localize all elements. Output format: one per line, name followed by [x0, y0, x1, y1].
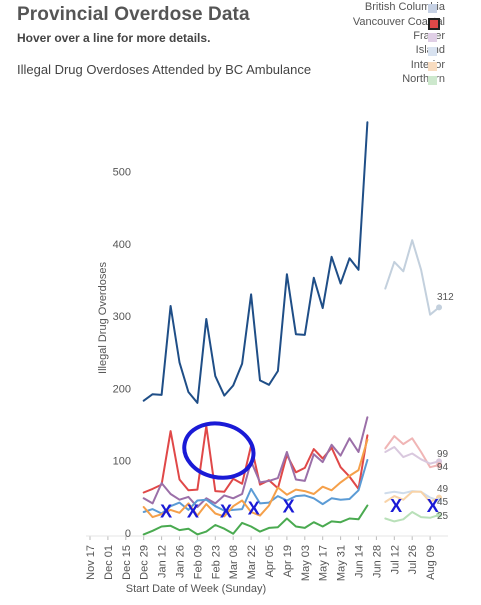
end-point	[436, 511, 443, 518]
y-tick-label: 300	[113, 311, 131, 323]
y-tick-label: 0	[125, 528, 131, 540]
x-tick-label: Feb 09	[192, 545, 204, 579]
series-line	[384, 511, 440, 523]
y-tick-label: 400	[113, 239, 131, 251]
series-line	[142, 459, 369, 515]
annotation-x-marker: X	[160, 502, 172, 522]
page-subtitle: Hover over a line for more details.	[17, 31, 211, 45]
legend-swatch[interactable]	[428, 33, 437, 42]
x-tick-label: May 03	[300, 545, 312, 581]
annotation-x-marker: X	[390, 496, 402, 516]
legend-swatch[interactable]	[428, 47, 437, 56]
annotation-x-marker: X	[427, 496, 439, 516]
x-axis-title: Start Date of Week (Sunday)	[126, 583, 266, 595]
x-tick-label: Mar 08	[228, 545, 240, 579]
x-tick-label: Feb 23	[210, 545, 222, 579]
x-tick-label: May 17	[318, 545, 330, 581]
end-value-label: 99	[437, 449, 449, 460]
series-line	[384, 490, 440, 503]
series-line	[142, 121, 369, 404]
series-line	[384, 239, 440, 316]
series-line	[384, 435, 440, 469]
chart-title: Illegal Drug Overdoses Attended by BC Am…	[17, 62, 312, 77]
chart-labels: 0 100 200 300 400 500 Illegal Drug Overdoses No…	[85, 167, 454, 596]
end-value-label: 49	[437, 484, 449, 495]
legend-swatch[interactable]	[428, 62, 437, 71]
x-tick-label: May 31	[336, 545, 348, 581]
end-point	[436, 497, 443, 504]
legend-label-british-columbia[interactable]: British Columbia	[364, 1, 445, 13]
series-line	[142, 425, 369, 494]
y-tick-label: 200	[113, 383, 131, 395]
x-tick-label: Nov 17	[85, 545, 97, 580]
series-line	[142, 416, 369, 508]
x-tick-label: Aug 09	[425, 545, 437, 580]
legend-swatch[interactable]	[428, 4, 437, 13]
x-tick-label: Jul 12	[389, 545, 401, 574]
x-tick-label: Dec 01	[103, 545, 115, 580]
series-line	[142, 438, 369, 519]
legend-swatch[interactable]	[428, 76, 437, 85]
end-value-label: 25	[437, 511, 449, 522]
x-tick-label: Jan 12	[157, 545, 169, 578]
annotation-x-marker: X	[248, 499, 260, 519]
x-tick-label: Dec 29	[139, 545, 151, 580]
page-title: Provincial Overdose Data	[17, 4, 250, 25]
legend-swatch[interactable]	[428, 18, 440, 30]
annotation-ellipse	[182, 421, 256, 480]
y-tick-label: 500	[113, 167, 131, 179]
end-point	[436, 304, 443, 311]
chart-axes	[86, 535, 448, 540]
series-line	[142, 504, 369, 536]
end-value-label: 45	[437, 497, 449, 508]
x-tick-label: Jun 28	[371, 545, 383, 578]
y-axis-title: Illegal Drug Overdoses	[97, 262, 109, 374]
x-tick-label: Mar 22	[246, 545, 258, 579]
annotation-x-marker: X	[220, 502, 232, 522]
x-tick-label: Apr 05	[264, 545, 276, 577]
legend-label-vancouver-coastal[interactable]: Vancouver Coastal	[352, 16, 445, 28]
x-tick-label: Dec 15	[121, 545, 133, 580]
x-tick-label: Apr 19	[282, 545, 294, 577]
series-line	[384, 446, 440, 465]
x-tick-label: Jul 26	[407, 545, 419, 574]
chart-series	[142, 121, 443, 536]
end-point	[436, 462, 443, 469]
annotation-x-marker: X	[187, 502, 199, 522]
annotation-x-marker: X	[283, 497, 295, 517]
x-tick-label: Jan 26	[175, 545, 187, 578]
end-value-label: 312	[437, 292, 454, 303]
end-value-label: 94	[437, 462, 449, 473]
x-tick-label: Jun 14	[354, 545, 366, 578]
y-tick-label: 100	[113, 456, 131, 468]
